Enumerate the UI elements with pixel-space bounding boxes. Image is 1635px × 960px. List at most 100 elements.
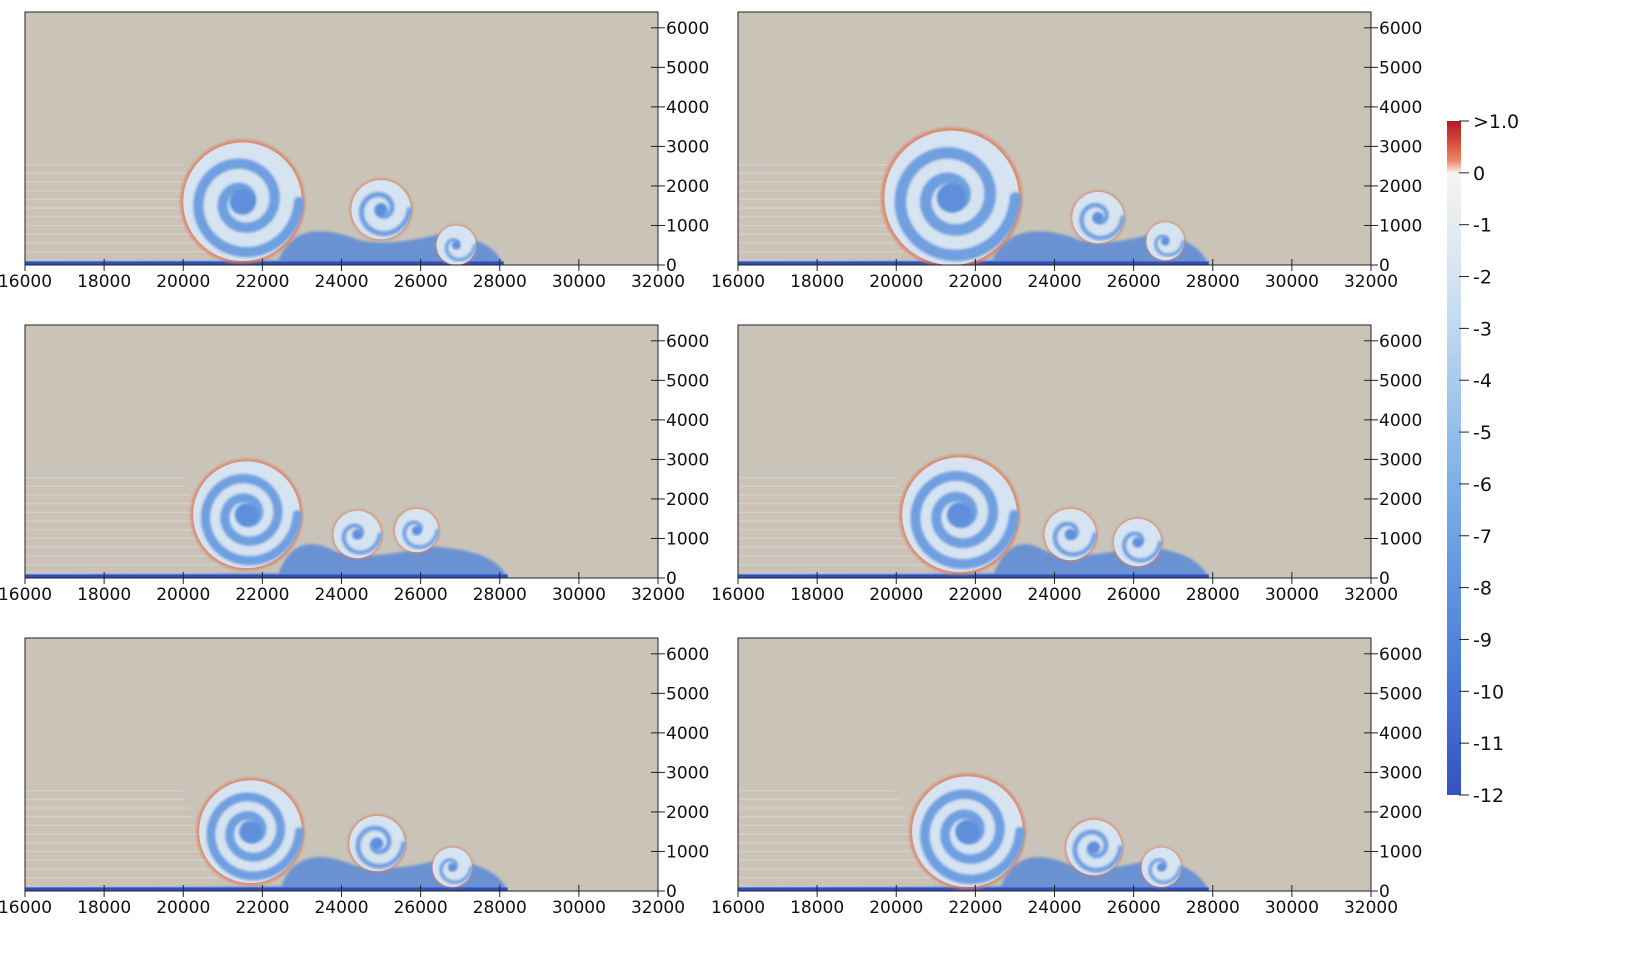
field bbox=[738, 127, 1209, 265]
x-tick-label: 28000 bbox=[1186, 585, 1240, 605]
x-tick-label: 30000 bbox=[1265, 272, 1319, 292]
eddy-2 bbox=[349, 178, 413, 241]
wake-striations bbox=[25, 476, 221, 574]
y-tick-label: 5000 bbox=[1379, 58, 1422, 78]
x-tick-label: 22000 bbox=[948, 898, 1002, 918]
panel-5: 16000 18000 20000 22000 24000 26000 28000 30000… bbox=[0, 637, 709, 918]
x-tick-label: 16000 bbox=[0, 272, 52, 292]
y-axis: 0 1000 2000 3000 4000 5000 6000 bbox=[651, 19, 709, 276]
bottom-layer bbox=[25, 574, 508, 578]
colorbar-tick-label: -9 bbox=[1473, 629, 1492, 651]
x-tick-label: 24000 bbox=[314, 898, 368, 918]
x-tick-label: 18000 bbox=[77, 898, 131, 918]
panel-6: 16000 18000 20000 22000 24000 26000 28000 30000… bbox=[711, 637, 1422, 918]
y-tick-label: 0 bbox=[666, 256, 677, 276]
current-body bbox=[25, 544, 508, 578]
colorbar-tick-label: -1 bbox=[1473, 215, 1492, 237]
x-tick-label: 30000 bbox=[552, 585, 606, 605]
x-tick-label: 20000 bbox=[869, 272, 923, 292]
colorbar-tick-label: -6 bbox=[1473, 474, 1492, 496]
y-tick-label: 2000 bbox=[1379, 490, 1422, 510]
y-tick-label: 5000 bbox=[666, 684, 709, 704]
x-tick-label: 18000 bbox=[77, 585, 131, 605]
y-tick-label: 3000 bbox=[666, 450, 709, 470]
x-tick-label: 24000 bbox=[1027, 898, 1081, 918]
y-tick-label: 2000 bbox=[1379, 177, 1422, 197]
y-tick-label: 6000 bbox=[666, 19, 709, 39]
colorbar-gradient bbox=[1447, 121, 1461, 795]
y-tick-label: 1000 bbox=[666, 216, 709, 236]
colorbar-tick-label: -11 bbox=[1473, 733, 1504, 755]
y-tick-label: 0 bbox=[1379, 256, 1390, 276]
x-tick-label: 16000 bbox=[711, 898, 765, 918]
y-tick-label: 0 bbox=[1379, 882, 1390, 902]
y-tick-label: 6000 bbox=[666, 645, 709, 665]
field bbox=[25, 777, 508, 891]
y-tick-label: 0 bbox=[1379, 569, 1390, 589]
eddy-1 bbox=[881, 127, 1023, 265]
eddy-1 bbox=[899, 454, 1020, 575]
eddy-3 bbox=[431, 846, 474, 889]
current-body bbox=[738, 544, 1209, 578]
current-body bbox=[738, 857, 1209, 891]
x-tick-label: 32000 bbox=[631, 585, 685, 605]
x-axis: 16000 18000 20000 22000 24000 26000 28000 30000… bbox=[0, 885, 685, 918]
x-tick-label: 32000 bbox=[1344, 898, 1398, 918]
x-tick-label: 22000 bbox=[235, 272, 289, 292]
wake-striations bbox=[25, 789, 221, 887]
y-tick-label: 3000 bbox=[666, 137, 709, 157]
x-tick-label: 18000 bbox=[790, 585, 844, 605]
x-tick-label: 26000 bbox=[394, 272, 448, 292]
colorbar-tick-label: -12 bbox=[1473, 785, 1504, 807]
y-tick-label: 6000 bbox=[1379, 645, 1422, 665]
y-tick-label: 3000 bbox=[1379, 763, 1422, 783]
y-tick-label: 5000 bbox=[1379, 684, 1422, 704]
y-axis: 0 1000 2000 3000 4000 5000 6000 bbox=[1364, 645, 1422, 902]
eddy-1 bbox=[190, 458, 303, 571]
colorbar-tick-label: 0 bbox=[1473, 163, 1485, 185]
eddy-3 bbox=[435, 224, 477, 265]
colorbar-tick-label: >1.0 bbox=[1473, 111, 1519, 133]
eddy-1 bbox=[180, 139, 305, 265]
colorbar-tick-label: -5 bbox=[1473, 422, 1492, 444]
colorbar-tick-label: -4 bbox=[1473, 370, 1492, 392]
eddy-2 bbox=[1043, 507, 1098, 562]
colorbar: >1.0 0 -1 -2 -3 -4 -5 -6 -7 -8 -9 -10 -11 -12 bbox=[1447, 111, 1519, 807]
plot-area bbox=[738, 638, 1371, 891]
x-tick-label: 22000 bbox=[235, 898, 289, 918]
y-tick-label: 4000 bbox=[666, 724, 709, 744]
panels-layer: 16000 18000 20000 22000 24000 26000 28000 30000… bbox=[0, 11, 1422, 918]
y-tick-label: 3000 bbox=[1379, 450, 1422, 470]
y-tick-label: 4000 bbox=[666, 98, 709, 118]
x-tick-label: 24000 bbox=[314, 585, 368, 605]
field bbox=[25, 458, 508, 578]
plot-area bbox=[738, 12, 1371, 265]
x-tick-label: 30000 bbox=[552, 272, 606, 292]
x-tick-label: 18000 bbox=[790, 898, 844, 918]
y-tick-label: 2000 bbox=[666, 803, 709, 823]
x-tick-label: 32000 bbox=[631, 272, 685, 292]
x-tick-label: 28000 bbox=[1186, 272, 1240, 292]
x-axis: 16000 18000 20000 22000 24000 26000 28000 30000… bbox=[711, 572, 1398, 605]
panel-2: 16000 18000 20000 22000 24000 26000 28000 30000… bbox=[711, 11, 1422, 292]
y-tick-label: 2000 bbox=[666, 490, 709, 510]
y-tick-label: 6000 bbox=[1379, 19, 1422, 39]
eddy-2 bbox=[1064, 818, 1124, 877]
eddy-3 bbox=[1112, 517, 1163, 568]
y-axis: 0 1000 2000 3000 4000 5000 6000 bbox=[1364, 19, 1422, 276]
x-tick-label: 16000 bbox=[0, 898, 52, 918]
x-tick-label: 30000 bbox=[1265, 898, 1319, 918]
y-tick-label: 3000 bbox=[666, 763, 709, 783]
x-tick-label: 24000 bbox=[1027, 272, 1081, 292]
y-tick-label: 6000 bbox=[1379, 332, 1422, 352]
y-tick-label: 4000 bbox=[666, 411, 709, 431]
x-tick-label: 32000 bbox=[631, 898, 685, 918]
x-tick-label: 28000 bbox=[1186, 898, 1240, 918]
x-tick-label: 20000 bbox=[869, 585, 923, 605]
plot-area bbox=[25, 12, 658, 265]
x-axis: 16000 18000 20000 22000 24000 26000 28000 30000… bbox=[0, 259, 685, 292]
eddy-3 bbox=[1145, 221, 1186, 262]
bottom-layer bbox=[25, 261, 504, 265]
bottom-layer bbox=[738, 574, 1209, 578]
